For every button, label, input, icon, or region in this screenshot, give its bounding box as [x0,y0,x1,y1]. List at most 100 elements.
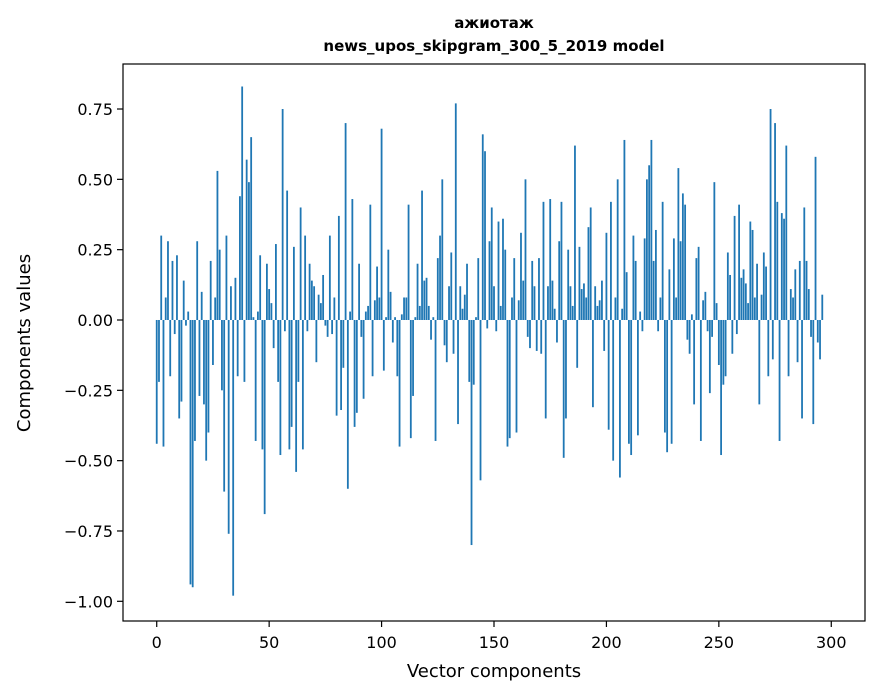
bar-87 [351,199,354,320]
bar-14 [187,311,190,320]
bar-189 [580,289,583,320]
bar-100 [380,128,383,320]
bar-123 [432,317,435,320]
bar-282 [789,289,792,320]
bar-245 [706,319,709,332]
bar-99 [378,297,381,320]
bar-164 [524,179,527,320]
bar-127 [441,179,444,320]
bar-153 [499,305,502,320]
y-tick-label-6: 0.50 [77,170,113,189]
bar-141 [472,319,475,385]
bar-148 [488,241,491,320]
bar-226 [663,319,666,433]
bar-213 [634,260,637,320]
y-tick-label-4: 0.00 [77,311,113,330]
bar-21 [203,319,205,405]
bar-133 [454,103,457,320]
bar-46 [259,255,262,320]
bar-156 [506,319,509,447]
x-tick-label-50: 50 [259,633,279,652]
bar-94 [367,305,369,320]
bar-25 [212,319,214,365]
bar-0 [155,319,158,444]
bar-186 [574,145,576,320]
bar-10 [178,319,181,419]
bar-147 [486,319,489,329]
bar-168 [533,286,536,320]
bar-251 [720,319,722,456]
bar-72 [317,294,320,320]
bar-273 [769,109,772,320]
bar-221 [652,260,655,320]
bar-239 [693,319,696,405]
bar-113 [409,319,412,439]
bar-278 [780,213,783,320]
y-tick-label-0: −1.00 [64,592,113,611]
bar-97 [373,300,376,320]
bar-24 [209,260,212,320]
bar-295 [819,319,821,360]
bar-261 [742,269,745,320]
bar-124 [434,319,437,441]
bar-190 [583,283,585,320]
bar-250 [717,319,720,365]
bar-61 [292,246,295,320]
bar-208 [623,139,626,320]
bar-264 [749,221,752,320]
bar-192 [587,227,590,320]
bar-176 [551,280,554,320]
bar-256 [731,319,734,354]
bar-162 [520,232,522,320]
bar-200 [605,232,608,320]
bar-74 [322,274,325,320]
bar-137 [463,294,466,320]
bar-252 [722,319,725,385]
x-tick-label-150: 150 [479,633,510,652]
bar-79 [333,297,336,320]
y-tick-label-1: −0.75 [64,522,113,541]
bar-236 [686,319,689,340]
bar-274 [771,319,774,360]
bar-160 [515,319,518,433]
bar-83 [342,319,345,368]
bar-283 [792,297,794,320]
bar-205 [616,179,619,320]
bar-180 [560,201,563,320]
bar-110 [403,297,405,320]
bar-128 [443,319,446,346]
bar-73 [319,303,322,320]
bar-202 [610,201,612,320]
bar-58 [286,190,289,320]
bar-246 [708,319,711,394]
bar-63 [297,319,300,382]
bar-265 [751,229,754,320]
bar-67 [306,319,309,332]
bar-115 [414,317,417,320]
bar-257 [733,215,736,320]
bar-215 [639,311,642,320]
bar-201 [607,319,610,430]
bar-140 [470,319,473,546]
bar-41 [248,182,250,320]
bar-44 [254,319,257,441]
bar-233 [679,241,682,320]
bar-109 [400,314,403,320]
bar-20 [200,291,203,320]
bar-288 [803,207,806,320]
bar-132 [452,319,455,354]
bar-179 [558,241,561,320]
bar-178 [556,319,558,343]
bar-154 [502,218,504,320]
bar-34 [232,319,235,596]
bar-95 [369,204,372,320]
bar-139 [468,319,471,382]
bar-223 [657,319,660,332]
bar-296 [821,294,824,320]
bar-82 [340,319,342,411]
bar-227 [666,319,669,453]
bar-85 [346,319,349,489]
bar-118 [421,190,423,320]
x-axis-ticks: 0 50 100 150 200 250 300 [152,621,847,652]
bar-289 [805,260,808,320]
